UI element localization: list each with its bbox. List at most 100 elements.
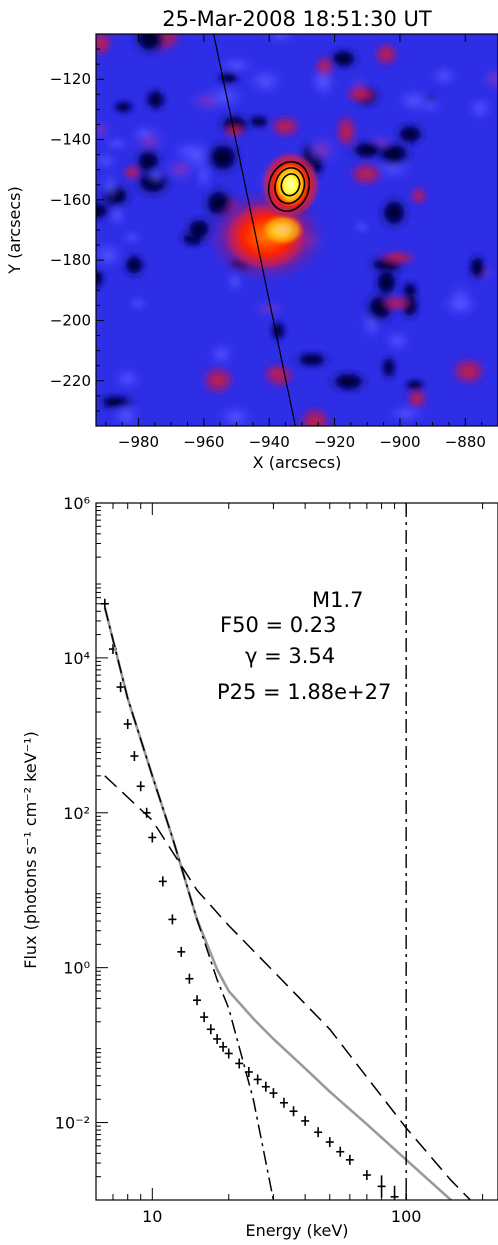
- emission-peak-core: [273, 162, 308, 207]
- heatmap-texture-blob: [121, 251, 147, 279]
- heatmap-texture-blob: [382, 328, 413, 354]
- heatmap-texture-blob: [144, 165, 168, 186]
- heatmap-y-tick-label: −140: [50, 131, 91, 149]
- heatmap-diagonal-line: [213, 33, 296, 427]
- heatmap-x-tick-label: −900: [379, 433, 420, 451]
- series-thermal-line: [104, 607, 275, 1200]
- heatmap-axes: −980 −960 −940 −920 −900 −880 −120 −140 −160 −180…: [50, 34, 498, 451]
- spectrum-panel: 10 100 10⁻² 10⁰ 10² 10⁴ 10⁶ M1.7 F50 = 0.23 γ …: [21, 494, 498, 1240]
- heatmap-texture-blob: [467, 252, 488, 283]
- heatmap-texture-blob: [99, 171, 121, 202]
- heatmap-texture-blob: [380, 354, 398, 382]
- heatmap-texture-blob: [302, 133, 342, 166]
- annotation-f50: F50 = 0.23: [220, 613, 337, 637]
- spectrum-series: [100, 598, 472, 1200]
- spectrum-x-tick-label: 100: [391, 1207, 422, 1226]
- heatmap-texture-blob: [268, 114, 302, 139]
- emission-knot: [260, 214, 305, 246]
- heatmap-texture-blob: [372, 265, 400, 300]
- heatmap-image: [96, 34, 498, 426]
- heatmap-texture-blob: [127, 295, 149, 312]
- heatmap-texture-blob: [310, 65, 338, 100]
- heatmap-y-tick-label: −120: [50, 70, 91, 88]
- heatmap-texture-blob: [96, 119, 112, 142]
- spectrum-axes: 10 100 10⁻² 10⁰ 10² 10⁴ 10⁶: [55, 494, 484, 1226]
- heatmap-y-tick-label: −160: [50, 191, 91, 209]
- spectrum-annotations: M1.7 F50 = 0.23 γ = 3.54 P25 = 1.88e+27: [217, 588, 391, 704]
- heatmap-texture-blob: [334, 112, 358, 150]
- heatmap-texture-blob: [440, 292, 481, 317]
- heatmap-texture-blob: [131, 34, 169, 57]
- spectrum-y-tick-label: 10⁻²: [55, 1114, 90, 1133]
- heatmap-title: 25-Mar-2008 18:51:30 UT: [162, 7, 432, 31]
- heatmap-texture-blob: [373, 41, 400, 67]
- heatmap-x-tick-label: −960: [183, 433, 224, 451]
- heatmap-texture-blob: [96, 239, 126, 271]
- heatmap-texture-blob: [263, 34, 297, 44]
- spectrum-x-axis-label: Energy (keV): [245, 1221, 348, 1240]
- heatmap-texture-blob: [96, 34, 113, 57]
- contour-level-2: [274, 167, 306, 205]
- heatmap-texture-blob: [380, 295, 413, 311]
- heatmap-x-axis-label: X (arcsecs): [253, 453, 342, 472]
- annotation-flare-class: M1.7: [312, 588, 364, 612]
- heatmap-texture-blob: [215, 69, 241, 87]
- heatmap-texture-blob: [249, 300, 288, 317]
- heatmap-texture-blob: [377, 250, 419, 265]
- heatmap-texture-blob: [244, 66, 287, 97]
- heatmap-texture-blob: [121, 230, 144, 245]
- heatmap-texture-blob: [347, 161, 385, 187]
- heatmap-source-emission: [203, 150, 328, 285]
- heatmap-texture-blob: [378, 195, 410, 231]
- spectrum-y-tick-label: 10²: [63, 804, 90, 823]
- heatmap-texture-blob: [394, 86, 434, 115]
- heatmap-texture-blob: [111, 366, 144, 391]
- heatmap-texture-blob: [352, 219, 371, 234]
- heatmap-texture-blob: [292, 350, 332, 369]
- heatmap-texture-blob: [327, 370, 370, 394]
- heatmap-texture-blob: [269, 319, 288, 343]
- heatmap-texture-blob: [326, 47, 361, 71]
- heatmap-texture-blob: [110, 400, 143, 426]
- heatmap-texture-blob: [96, 266, 106, 291]
- heatmap-texture-blob: [409, 186, 428, 206]
- heatmap-texture-blob: [207, 341, 237, 368]
- heatmap-texture-blob: [111, 99, 136, 115]
- heatmap-texture-blob: [429, 63, 459, 89]
- contour-level-1: [267, 160, 311, 212]
- heatmap-texture-blob: [102, 135, 132, 152]
- heatmap-texture-blob: [203, 138, 243, 177]
- spectrum-frame: [95, 502, 498, 1201]
- heatmap-y-tick-label: −200: [50, 311, 91, 329]
- heatmap-texture-blob: [385, 403, 427, 424]
- spectrum-y-axis-label: Flux (photons s⁻¹ cm⁻² keV⁻¹): [21, 731, 40, 969]
- heatmap-texture-blob: [143, 86, 168, 113]
- heatmap-texture-blob: [216, 402, 255, 426]
- heatmap-x-tick-label: −920: [314, 433, 355, 451]
- heatmap-texture-blob: [262, 364, 292, 381]
- heatmap-x-tick-label: −980: [118, 433, 159, 451]
- spectrum-y-tick-label: 10⁶: [63, 494, 90, 513]
- series-nonthermal-line: [104, 775, 472, 1200]
- heatmap-y-tick-label: −220: [50, 372, 91, 390]
- heatmap-texture-blob: [347, 138, 387, 162]
- heatmap-texture-blob: [466, 94, 495, 122]
- heatmap-x-tick-label: −880: [445, 433, 486, 451]
- heatmap-texture-blob: [450, 356, 488, 386]
- annotation-gamma: γ = 3.54: [245, 644, 335, 668]
- heatmap-texture-blob: [479, 66, 498, 92]
- spectrum-y-tick-label: 10⁰: [63, 959, 90, 978]
- heatmap-texture-blob: [343, 85, 379, 104]
- annotation-p25: P25 = 1.88e+27: [217, 680, 391, 704]
- contour-level-3: [280, 173, 301, 197]
- heatmap-texture-blob: [405, 388, 429, 410]
- spectrum-x-tick-label: 10: [142, 1207, 162, 1226]
- spectrum-y-tick-label: 10⁴: [63, 649, 90, 668]
- heatmap-contours: [267, 160, 311, 212]
- heatmap-panel: 25-Mar-2008 18:51:30 UT −980 −960 −940 −920…: [5, 7, 498, 472]
- heatmap-texture-blob: [162, 155, 198, 184]
- heatmap-y-tick-label: −180: [50, 251, 91, 269]
- heatmap-texture-blob: [129, 125, 159, 142]
- heatmap-texture-blob: [393, 121, 427, 147]
